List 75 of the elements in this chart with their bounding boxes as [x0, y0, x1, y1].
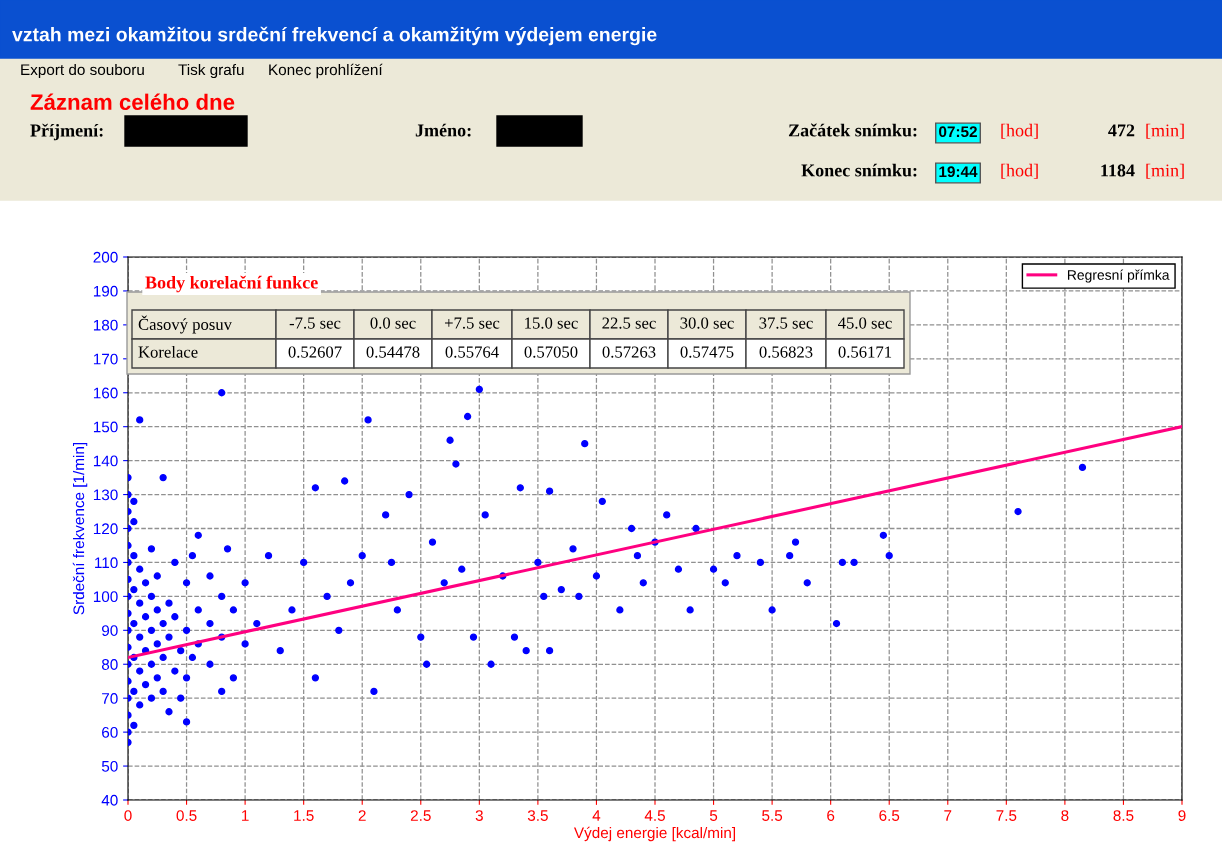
- text: 1184: [1101, 164, 1135, 177]
- x-tick-label: 1: [242, 810, 249, 821]
- y-tick-label: 100: [93, 591, 118, 603]
- annotation: 0.55764: [445, 346, 499, 358]
- y-tick-label: 170: [93, 353, 118, 365]
- annotation: 15.0 sec: [525, 317, 578, 329]
- text: Tisk grafu: [178, 63, 244, 79]
- annotation: 0.57475: [680, 346, 734, 358]
- x-axis-title: Výdej energie [kcal/min]: [573, 826, 736, 842]
- annotation: 30.0 sec: [680, 317, 734, 329]
- text: 472: [1108, 124, 1135, 137]
- y-tick-label: 40: [101, 794, 118, 806]
- text: Záznam celého dne: [30, 93, 235, 110]
- x-tick-label: 0.5: [176, 810, 197, 821]
- y-tick-label: 60: [102, 726, 118, 738]
- text: Příjmení:: [30, 123, 103, 141]
- x-tick-label: 4: [592, 810, 601, 821]
- y-tick-label: 200: [93, 251, 118, 263]
- annotation: 0.56823: [759, 346, 813, 358]
- y-tick-label: 190: [93, 285, 118, 297]
- y-tick-label: 50: [101, 760, 118, 772]
- y-tick-label: 130: [93, 489, 118, 501]
- x-tick-label: 5.5: [762, 810, 783, 821]
- y-axis-title: Srdeční frekvence [1/min]: [72, 442, 88, 615]
- x-tick-label: 9: [1178, 810, 1186, 821]
- text: Začátek snímku:: [788, 123, 917, 137]
- annotation: 45.0 sec: [838, 317, 892, 329]
- annotation: 0.57263: [602, 346, 656, 358]
- text: Konec prohlížení: [269, 63, 383, 79]
- y-tick-label: 180: [93, 319, 118, 331]
- annotation: 0.57050: [524, 346, 578, 358]
- annotation: 0.56171: [838, 346, 892, 358]
- x-tick-label: 8: [1061, 810, 1069, 821]
- x-tick-label: 8.5: [1113, 810, 1134, 821]
- x-tick-label: 7.5: [996, 810, 1017, 821]
- x-tick-label: 1.5: [294, 810, 314, 821]
- y-tick-label: 80: [101, 659, 118, 670]
- text: 19:44: [939, 166, 978, 178]
- legend-label: Regresní přímka: [1067, 269, 1170, 283]
- y-tick-label: 110: [95, 557, 118, 569]
- annotation: 0.0 sec: [370, 317, 416, 329]
- x-tick-label: 5: [709, 810, 718, 821]
- y-tick-label: 160: [93, 387, 118, 399]
- x-tick-label: 7: [944, 810, 952, 821]
- annotation: Body korelační funkce: [145, 275, 318, 293]
- annotation: 0.52607: [288, 346, 342, 358]
- x-tick-label: 3: [475, 810, 483, 821]
- text: [hod]: [1001, 163, 1038, 179]
- text: [min]: [1146, 163, 1184, 179]
- y-tick-label: 120: [93, 523, 118, 535]
- annotation: Časový posuv: [138, 315, 232, 334]
- y-tick-label: 140: [93, 455, 118, 467]
- text: Export do souboru: [21, 63, 144, 79]
- y-tick-label: 90: [102, 625, 118, 636]
- annotation: 22.5 sec: [602, 317, 656, 329]
- x-tick-label: 0: [124, 810, 132, 821]
- text: 07:52: [939, 126, 977, 138]
- x-tick-label: 2: [358, 810, 366, 821]
- x-tick-label: 6: [827, 810, 835, 821]
- chart-title: vztah mezi okamžitou srdeční frekvencí a okamžitým výdejem energie: [12, 26, 657, 46]
- y-tick-label: 150: [93, 421, 118, 433]
- x-tick-label: 2.5: [410, 810, 431, 821]
- x-tick-label: 3.5: [527, 810, 548, 821]
- x-tick-label: 6.5: [879, 810, 900, 821]
- annotation: +7.5 sec: [444, 317, 500, 329]
- y-tick-label: 70: [102, 693, 118, 704]
- text: [hod]: [1001, 123, 1038, 139]
- annotation: Korelace: [138, 345, 198, 358]
- x-tick-label: 4.5: [644, 810, 665, 821]
- annotation: 0.54478: [366, 346, 420, 358]
- text: [min]: [1146, 123, 1184, 139]
- text: Konec snímku:: [801, 163, 917, 177]
- annotation: 37.5 sec: [759, 317, 813, 329]
- annotation: -7.5 sec: [289, 317, 341, 329]
- text: Jméno:: [415, 123, 471, 137]
